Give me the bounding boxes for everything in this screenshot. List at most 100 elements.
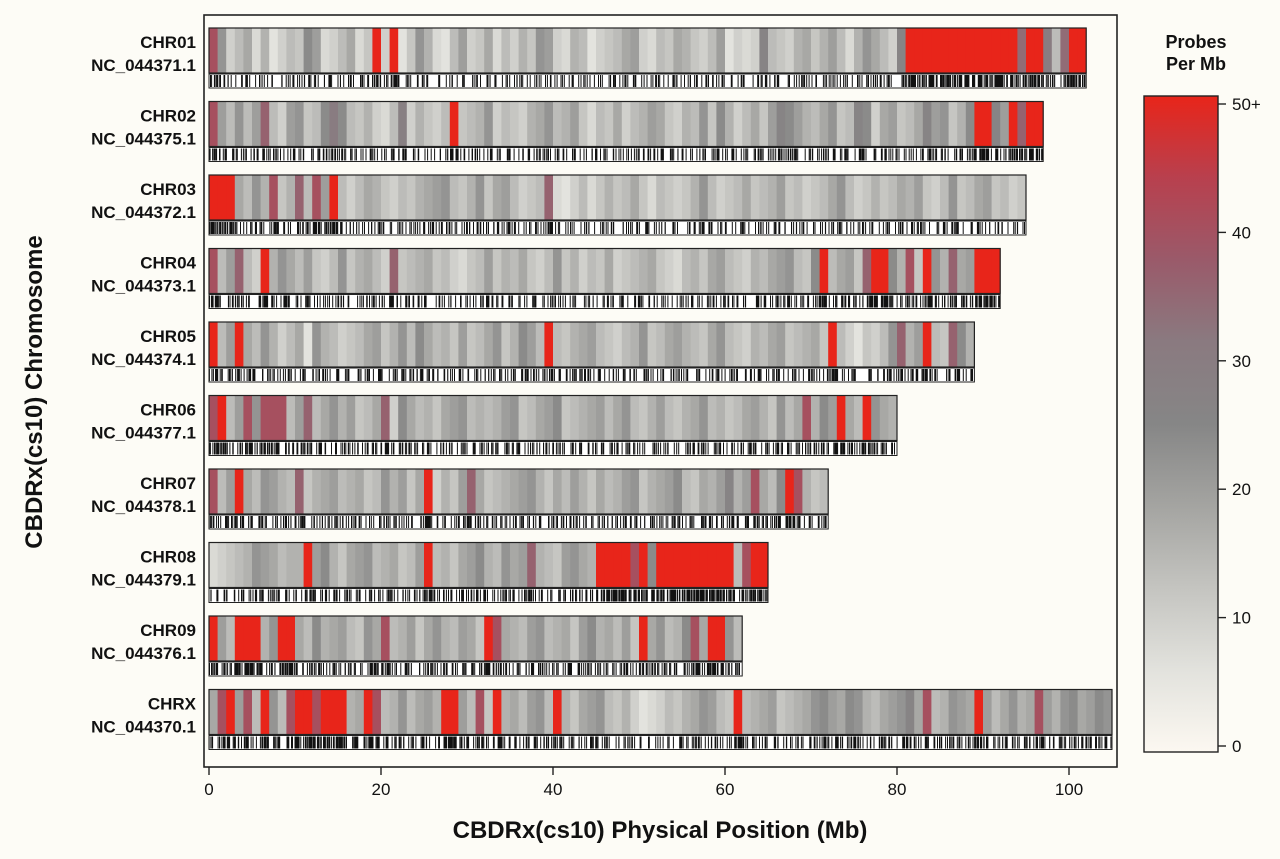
density-bin [277, 542, 287, 588]
density-bin [621, 542, 631, 588]
density-bin [269, 175, 279, 220]
density-bin [226, 469, 236, 514]
density-bin [819, 469, 829, 514]
density-bin [845, 395, 855, 441]
chromosome-outline [208, 174, 1027, 221]
colorbar [1143, 95, 1219, 753]
density-bin [329, 175, 339, 220]
accession-label: NC_044370.1 [91, 718, 196, 737]
density-bin [381, 101, 390, 147]
density-bin [733, 28, 743, 73]
chromosome-label: CHR02 [140, 107, 196, 126]
density-bin [312, 322, 322, 367]
density-bin [355, 542, 365, 588]
density-bin [355, 616, 365, 661]
density-bin [544, 542, 554, 588]
density-bin [252, 322, 261, 367]
density-bin [664, 248, 674, 294]
density-bin [819, 395, 829, 441]
density-bin [518, 469, 528, 514]
density-bin [561, 322, 571, 367]
density-bin [458, 28, 468, 73]
density-bin [802, 101, 812, 147]
density-bin [441, 175, 451, 220]
density-bin [604, 322, 614, 367]
density-bin [828, 395, 838, 441]
density-bin [501, 28, 511, 73]
density-bin [630, 248, 640, 294]
density-bin [226, 175, 236, 220]
density-bin [785, 469, 795, 514]
density-bin [785, 248, 795, 294]
density-bin [570, 175, 580, 220]
density-bin [802, 248, 812, 294]
density-bin [338, 322, 347, 367]
density-bin [570, 248, 580, 294]
density-bin [570, 395, 580, 441]
density-bin [879, 28, 889, 73]
density-bin [690, 689, 700, 735]
density-bin [277, 616, 287, 661]
density-bin [372, 248, 382, 294]
density-bin [226, 322, 236, 367]
density-bin [518, 322, 528, 367]
y-axis-title: CBDRx(cs10) Chromosome [21, 235, 48, 548]
density-bin [1069, 28, 1078, 73]
density-bin [544, 395, 554, 441]
density-bin [673, 689, 683, 735]
density-bin [836, 101, 846, 147]
density-bin [217, 469, 227, 514]
density-bin [295, 101, 304, 147]
chromosome-label: CHR06 [140, 401, 196, 420]
density-bin [449, 28, 459, 73]
density-bin [750, 28, 760, 73]
density-bin [957, 248, 967, 294]
density-bin [458, 395, 468, 441]
density-bin [811, 175, 820, 220]
density-bin [415, 175, 425, 220]
density-bin [303, 28, 313, 73]
density-bin [338, 689, 347, 735]
density-bin [389, 175, 399, 220]
density-bin [346, 395, 356, 441]
density-bin [965, 689, 975, 735]
chromosome-row-chr03: CHR03 NC_044372.1 [91, 174, 1027, 236]
density-bin [527, 616, 537, 661]
density-bin [922, 101, 932, 147]
density-bin [372, 689, 382, 735]
density-bin [596, 616, 605, 661]
density-bin [389, 28, 399, 73]
density-bin [243, 28, 253, 73]
density-bin [381, 322, 390, 367]
density-bin [983, 175, 992, 220]
density-bin [699, 248, 709, 294]
density-bin [561, 542, 571, 588]
density-bin [682, 28, 691, 73]
density-bin [699, 28, 709, 73]
chromosome-outline [208, 541, 769, 589]
density-bin [922, 28, 932, 73]
density-bin [269, 616, 279, 661]
density-bin [441, 322, 451, 367]
density-bin [329, 322, 339, 367]
density-bin [535, 616, 545, 661]
density-bin [1034, 101, 1044, 147]
density-bin [811, 395, 820, 441]
density-bin [905, 689, 915, 735]
density-bin [252, 101, 261, 147]
density-bin [295, 322, 304, 367]
density-bin [484, 395, 494, 441]
density-bin [226, 395, 236, 441]
density-bin [467, 175, 476, 220]
density-bin [991, 248, 1001, 294]
density-bin [1034, 689, 1044, 735]
density-bin [217, 395, 227, 441]
density-bin [716, 469, 726, 514]
density-bin [664, 175, 674, 220]
chromosome-label: CHR07 [140, 474, 196, 493]
density-bin [303, 322, 313, 367]
density-bin [518, 101, 528, 147]
density-bin [716, 28, 726, 73]
